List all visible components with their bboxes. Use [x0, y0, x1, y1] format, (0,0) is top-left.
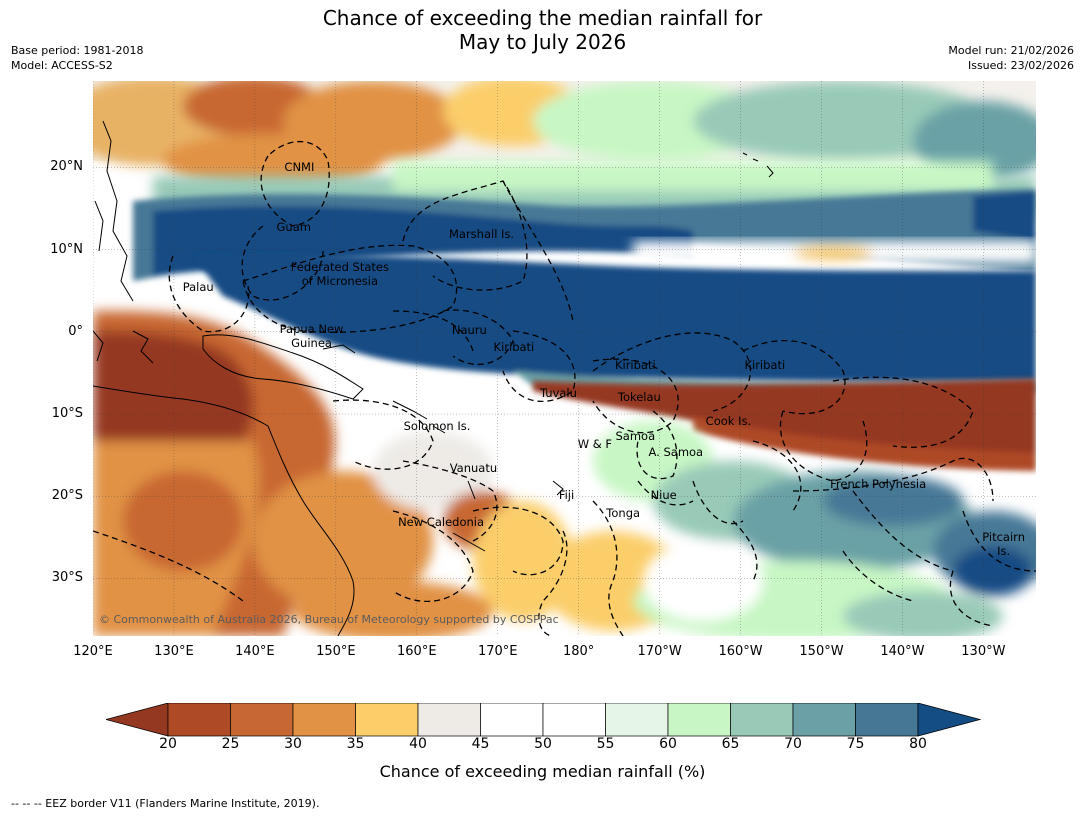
- colorbar-tick-label: 65: [721, 736, 740, 752]
- colorbar-tick-label: 45: [471, 736, 490, 752]
- place-label: A. Samoa: [648, 444, 704, 459]
- colorbar-swatch: [480, 703, 544, 737]
- place-label: Tokelau: [617, 389, 661, 404]
- title-line-2: May to July 2026: [458, 30, 627, 54]
- chart-title: Chance of exceeding the median rainfall …: [0, 6, 1085, 54]
- place-label: Kiribati: [744, 357, 786, 372]
- place-label: Marshall Is.: [448, 226, 515, 241]
- place-label: Tonga: [606, 505, 641, 520]
- colorbar-tick-label: 80: [909, 736, 927, 752]
- latitude-tick-label: 10°S: [51, 406, 83, 421]
- rainfall-map: CNMI Guam Marshall Is. Federated States of M…: [93, 81, 1036, 636]
- place-label: Papua New Guinea: [279, 321, 344, 350]
- colorbar-swatch: [792, 703, 856, 737]
- issued-date: Issued: 23/02/2026: [967, 59, 1074, 72]
- place-label: Guam: [276, 219, 311, 234]
- longitude-tick-label: 140°W: [880, 644, 925, 659]
- place-label: W & F: [577, 436, 612, 451]
- longitude-tick-label: 170°E: [477, 644, 518, 659]
- place-label: Solomon Is.: [403, 418, 471, 433]
- place-label: Fiji: [558, 487, 575, 502]
- colorbar-tick-label: 55: [596, 736, 615, 752]
- colorbar-tick-label: 50: [534, 736, 552, 752]
- colorbar-tick-label: 40: [409, 736, 427, 752]
- place-label: Samoa: [615, 429, 656, 444]
- colorbar-tick-label: 70: [784, 736, 802, 752]
- colorbar-tick-label: 35: [346, 736, 365, 752]
- longitude-tick-label: 120°E: [73, 644, 113, 659]
- colorbar-under-extension: [106, 703, 169, 737]
- colorbar-swatch: [230, 703, 294, 737]
- latitude-tick-label: 20°N: [50, 159, 83, 175]
- place-label: Nauru: [451, 323, 487, 338]
- base-period: Base period: 1981-2018: [11, 44, 144, 57]
- longitude-tick-label: 170°W: [637, 644, 682, 659]
- copyright-notice: © Commonwealth of Australia 2026, Bureau…: [99, 613, 559, 626]
- colorbar-swatch: [667, 703, 731, 737]
- longitude-tick-label: 160°E: [397, 644, 437, 659]
- meta-right: Model run: 21/02/2026 Issued: 23/02/2026: [948, 43, 1074, 73]
- longitude-tick-label: 130°W: [961, 644, 1006, 659]
- colorbar-label: Chance of exceeding median rainfall (%): [379, 762, 706, 781]
- model-name: Model: ACCESS-S2: [11, 59, 113, 72]
- latitude-tick-label: 0°: [68, 323, 83, 339]
- colorbar-swatch: [855, 703, 919, 737]
- colorbar-swatch: [167, 703, 231, 737]
- place-label: New Caledonia: [398, 514, 485, 529]
- longitude-tick-label: 130°E: [154, 644, 194, 659]
- place-label: French Polynesia: [830, 476, 927, 491]
- colorbar-tick-label: 75: [846, 736, 865, 752]
- longitude-tick-label: 160°W: [718, 644, 763, 659]
- latitude-tick-label: 10°N: [50, 241, 83, 257]
- latitude-tick-label: 20°S: [51, 488, 83, 504]
- map-canvas: [93, 81, 1036, 636]
- coastlines: [93, 120, 564, 636]
- place-label: Niue: [650, 487, 677, 502]
- place-label: Kiribati: [493, 339, 535, 354]
- place-label: Cook Is.: [705, 413, 752, 428]
- place-label: Pitcairn Is.: [982, 529, 1025, 558]
- colorbar-swatch: [542, 703, 606, 737]
- eez-footnote: -- -- -- EEZ border V11 (Flanders Marine…: [11, 797, 320, 810]
- probability-field: [93, 81, 1036, 636]
- longitude-tick-label: 150°E: [316, 644, 356, 659]
- longitude-tick-label: 180°: [562, 644, 595, 659]
- latitude-tick-label: 30°S: [51, 570, 83, 586]
- model-run-date: Model run: 21/02/2026: [948, 44, 1074, 57]
- colorbar-swatch: [417, 703, 481, 737]
- colorbar-tick-label: 30: [284, 736, 302, 752]
- place-label: Federated States of Micronesia: [290, 260, 389, 289]
- colorbar-tick-label: 60: [659, 736, 677, 752]
- colorbar-swatch: [355, 703, 419, 737]
- colorbar-swatch: [292, 703, 356, 737]
- place-label: Vanuatu: [449, 461, 498, 476]
- place-label: Palau: [182, 279, 214, 294]
- longitude-tick-label: 140°E: [235, 644, 275, 659]
- place-label: Tuvalu: [539, 386, 577, 401]
- colorbar-tick-label: 20: [159, 736, 177, 752]
- colorbar-swatch: [605, 703, 669, 737]
- colorbar: [106, 703, 981, 737]
- hawaii-islands: [742, 152, 774, 178]
- place-label: CNMI: [284, 160, 315, 175]
- colorbar-over-extension: [917, 703, 981, 737]
- eez-borders: [93, 140, 1036, 636]
- graticule: [93, 81, 1036, 636]
- place-label: Kiribati: [614, 357, 656, 372]
- meta-left: Base period: 1981-2018 Model: ACCESS-S2: [11, 43, 143, 73]
- colorbar-tick-label: 25: [221, 736, 240, 752]
- longitude-tick-label: 150°W: [799, 644, 844, 659]
- colorbar-swatch: [730, 703, 794, 737]
- title-line-1: Chance of exceeding the median rainfall …: [322, 6, 763, 30]
